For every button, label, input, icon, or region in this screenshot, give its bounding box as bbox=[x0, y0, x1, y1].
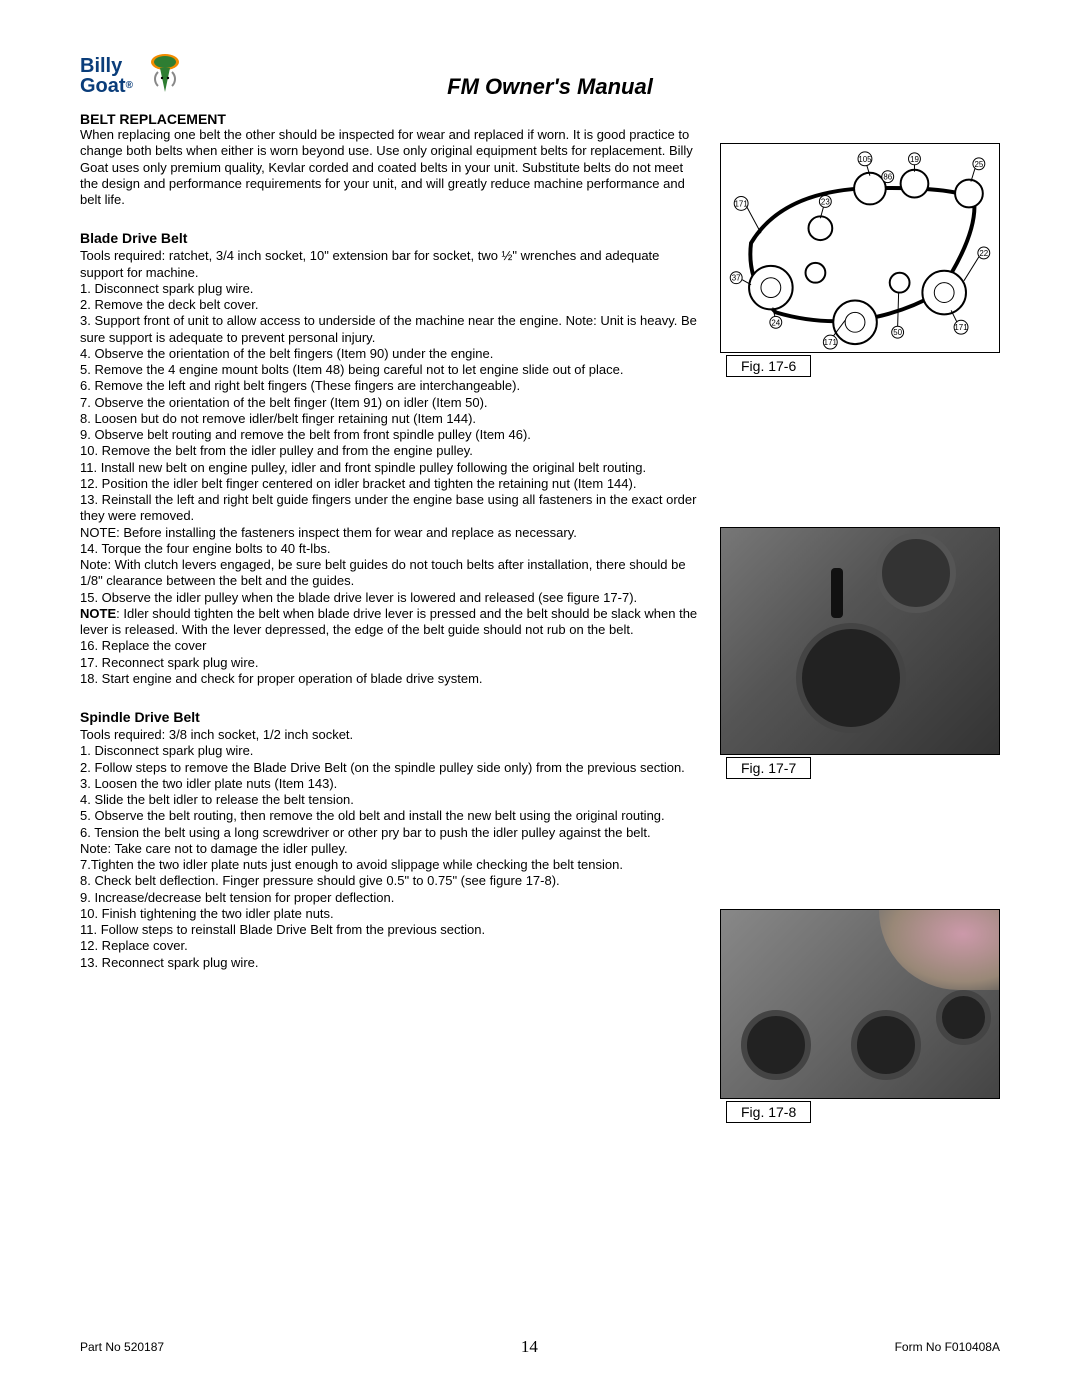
step-line: 4. Slide the belt idler to release the b… bbox=[80, 792, 702, 808]
step-line: 9. Increase/decrease belt tension for pr… bbox=[80, 890, 702, 906]
svg-text:86: 86 bbox=[883, 173, 892, 182]
logo-line2: Goat bbox=[80, 75, 126, 97]
step-line: 1. Disconnect spark plug wire. bbox=[80, 743, 702, 759]
footer-form-no: Form No F010408A bbox=[895, 1340, 1000, 1354]
figure-column: 105 19 25 86 171 23 22 37 24 171 50 171 … bbox=[720, 109, 1000, 1123]
step-line: 11. Follow steps to reinstall Blade Driv… bbox=[80, 922, 702, 938]
main-text-column: BELT REPLACEMENT When replacing one belt… bbox=[80, 109, 702, 1123]
step-line: 1. Disconnect spark plug wire. bbox=[80, 281, 702, 297]
blade-steps-end: 16. Replace the cover17. Reconnect spark… bbox=[80, 638, 702, 687]
step-line: 18. Start engine and check for proper op… bbox=[80, 671, 702, 687]
step-line: 3. Loosen the two idler plate nuts (Item… bbox=[80, 776, 702, 792]
svg-text:171: 171 bbox=[824, 338, 838, 347]
blade-steps: 1. Disconnect spark plug wire.2. Remove … bbox=[80, 281, 702, 525]
belt-replacement-body: When replacing one belt the other should… bbox=[80, 127, 702, 208]
step-line: 4. Observe the orientation of the belt f… bbox=[80, 346, 702, 362]
figure-17-8-caption: Fig. 17-8 bbox=[726, 1101, 811, 1123]
step-line: 8. Loosen but do not remove idler/belt f… bbox=[80, 411, 702, 427]
spindle-steps2: 7.Tighten the two idler plate nuts just … bbox=[80, 857, 702, 971]
step-line: 9. Observe belt routing and remove the b… bbox=[80, 427, 702, 443]
svg-text:37: 37 bbox=[732, 274, 741, 283]
step-line: 7.Tighten the two idler plate nuts just … bbox=[80, 857, 702, 873]
figure-17-8 bbox=[720, 909, 1000, 1099]
blade-note2: Note: With clutch levers engaged, be sur… bbox=[80, 557, 702, 590]
svg-text:22: 22 bbox=[979, 249, 988, 258]
svg-text:24: 24 bbox=[771, 318, 780, 327]
step-line: 13. Reinstall the left and right belt gu… bbox=[80, 492, 702, 525]
blade-note1: NOTE: Before installing the fasteners in… bbox=[80, 525, 702, 541]
step-line: 12. Replace cover. bbox=[80, 938, 702, 954]
page-footer: Part No 520187 14 Form No F010408A bbox=[80, 1337, 1000, 1357]
belt-replacement-heading: BELT REPLACEMENT bbox=[80, 111, 702, 127]
step-line: 17. Reconnect spark plug wire. bbox=[80, 655, 702, 671]
figure-17-6-caption: Fig. 17-6 bbox=[726, 355, 811, 377]
svg-text:171: 171 bbox=[954, 323, 968, 332]
step-line: 2. Follow steps to remove the Blade Driv… bbox=[80, 760, 702, 776]
blade-step15: 15. Observe the idler pulley when the bl… bbox=[80, 590, 702, 606]
step-line: 5. Remove the 4 engine mount bolts (Item… bbox=[80, 362, 702, 378]
blade-tools: Tools required: ratchet, 3/4 inch socket… bbox=[80, 248, 702, 281]
note-rest: : Idler should tighten the belt when bla… bbox=[80, 606, 697, 637]
footer-page-number: 14 bbox=[521, 1337, 538, 1357]
spindle-note: Note: Take care not to damage the idler … bbox=[80, 841, 702, 857]
goat-icon bbox=[140, 50, 190, 100]
figure-17-6: 105 19 25 86 171 23 22 37 24 171 50 171 bbox=[720, 143, 1000, 353]
belt-diagram-icon: 105 19 25 86 171 23 22 37 24 171 50 171 bbox=[721, 144, 999, 352]
step-line: 13. Reconnect spark plug wire. bbox=[80, 955, 702, 971]
step-line: 8. Check belt deflection. Finger pressur… bbox=[80, 873, 702, 889]
svg-text:171: 171 bbox=[735, 199, 749, 208]
svg-text:25: 25 bbox=[974, 160, 983, 169]
logo-line1: Billy bbox=[80, 55, 122, 77]
figure-17-7-caption: Fig. 17-7 bbox=[726, 757, 811, 779]
step-line: 16. Replace the cover bbox=[80, 638, 702, 654]
step-line: 3. Support front of unit to allow access… bbox=[80, 313, 702, 346]
note-bold: NOTE bbox=[80, 606, 116, 621]
svg-text:50: 50 bbox=[893, 328, 902, 337]
svg-text:105: 105 bbox=[858, 155, 872, 164]
figure-17-7 bbox=[720, 527, 1000, 755]
step-line: 2. Remove the deck belt cover. bbox=[80, 297, 702, 313]
step-line: 10. Remove the belt from the idler pulle… bbox=[80, 443, 702, 459]
brand-logo: Billy Goat® bbox=[80, 50, 190, 105]
spindle-steps: 1. Disconnect spark plug wire.2. Follow … bbox=[80, 743, 702, 841]
step-line: 11. Install new belt on engine pulley, i… bbox=[80, 460, 702, 476]
step-line: 5. Observe the belt routing, then remove… bbox=[80, 808, 702, 824]
step-line: 10. Finish tightening the two idler plat… bbox=[80, 906, 702, 922]
step-line: 6. Tension the belt using a long screwdr… bbox=[80, 825, 702, 841]
page-title: FM Owner's Manual bbox=[210, 74, 890, 100]
svg-text:19: 19 bbox=[910, 155, 919, 164]
spindle-tools: Tools required: 3/8 inch socket, 1/2 inc… bbox=[80, 727, 702, 743]
svg-text:23: 23 bbox=[821, 197, 830, 206]
logo-text: Billy Goat® bbox=[80, 56, 133, 96]
blade-step14: 14. Torque the four engine bolts to 40 f… bbox=[80, 541, 702, 557]
spindle-heading: Spindle Drive Belt bbox=[80, 709, 702, 725]
blade-heading: Blade Drive Belt bbox=[80, 230, 702, 246]
step-line: 6. Remove the left and right belt finger… bbox=[80, 378, 702, 394]
footer-part-no: Part No 520187 bbox=[80, 1340, 164, 1354]
blade-note3: NOTE: Idler should tighten the belt when… bbox=[80, 606, 702, 639]
header: Billy Goat® FM Owner's Manual bbox=[80, 50, 1000, 105]
step-line: 12. Position the idler belt finger cente… bbox=[80, 476, 702, 492]
step-line: 7. Observe the orientation of the belt f… bbox=[80, 395, 702, 411]
